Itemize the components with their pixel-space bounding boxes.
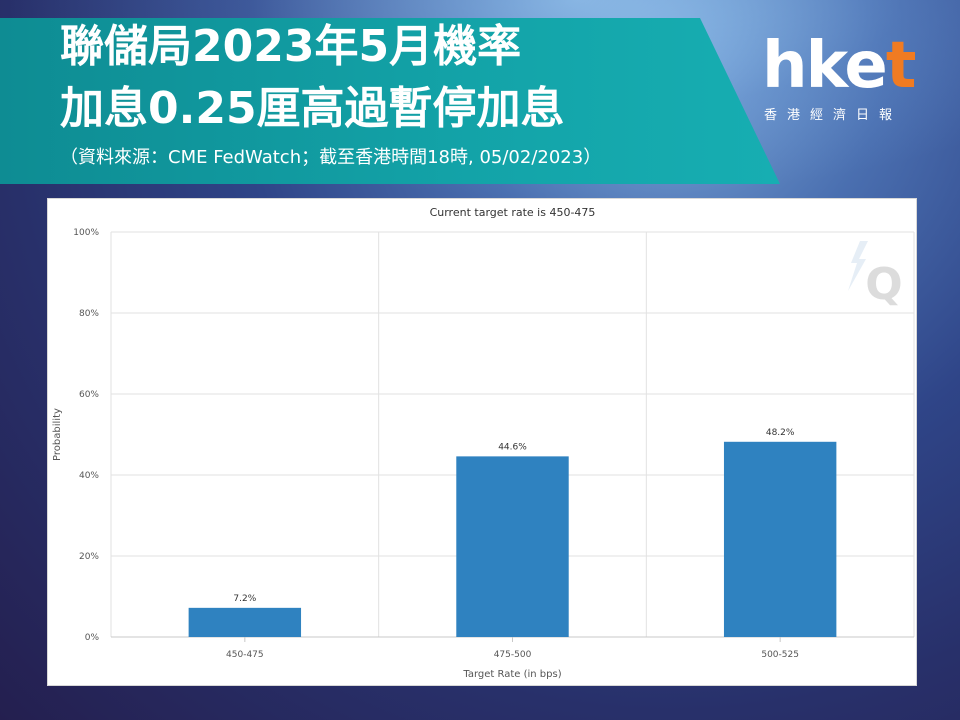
probability-bar-chart: Current target rate is 450-475 Q 7.2% 44.… xyxy=(52,206,915,680)
logo-wordmark: hket xyxy=(762,29,917,103)
y-tick-label: 80% xyxy=(79,309,99,319)
y-tick-label: 0% xyxy=(85,633,100,643)
title-banner xyxy=(0,18,780,184)
watermark-bolt xyxy=(848,241,868,291)
x-tick-label: 500-525 xyxy=(761,650,799,660)
hket-logo: hket 香港經濟日報 xyxy=(760,30,920,130)
watermark-q-icon: Q xyxy=(848,241,903,310)
logo-word-accent: t xyxy=(885,29,917,103)
chart-bars: 7.2% 44.6% 48.2% xyxy=(188,428,837,637)
source-note: （資料來源：CME FedWatch；截至香港時間18時, 05/02/2023… xyxy=(60,147,602,168)
y-axis-label: Probability xyxy=(52,408,63,461)
logo-word-main: hke xyxy=(762,29,888,103)
bar-450-475 xyxy=(188,607,302,637)
page-title-line2: 加息0.25厘高過暫停加息 xyxy=(60,83,565,134)
y-axis-ticks: 0% 20% 40% 60% 80% 100% xyxy=(73,228,99,643)
logo-subtitle: 香港經濟日報 xyxy=(764,108,903,123)
page-title-line1: 聯儲局2023年5月機率 xyxy=(60,21,522,72)
chart-title: Current target rate is 450-475 xyxy=(430,206,596,219)
x-tick-label: 475-500 xyxy=(494,650,532,660)
data-label: 48.2% xyxy=(766,428,795,438)
y-tick-label: 40% xyxy=(79,471,99,481)
x-axis-label: Target Rate (in bps) xyxy=(462,669,561,680)
chart-panel: Current target rate is 450-475 Q 7.2% 44.… xyxy=(47,198,917,686)
data-label: 7.2% xyxy=(233,594,256,604)
data-label: 44.6% xyxy=(498,442,527,452)
y-tick-label: 60% xyxy=(79,390,99,400)
watermark-letter: Q xyxy=(865,259,902,310)
x-tick-label: 450-475 xyxy=(226,650,264,660)
y-tick-label: 100% xyxy=(73,228,99,238)
bar-475-500 xyxy=(456,456,569,637)
y-tick-label: 20% xyxy=(79,552,99,562)
bar-500-525 xyxy=(723,441,837,637)
x-axis-ticks: 450-475 475-500 500-525 xyxy=(226,637,799,660)
